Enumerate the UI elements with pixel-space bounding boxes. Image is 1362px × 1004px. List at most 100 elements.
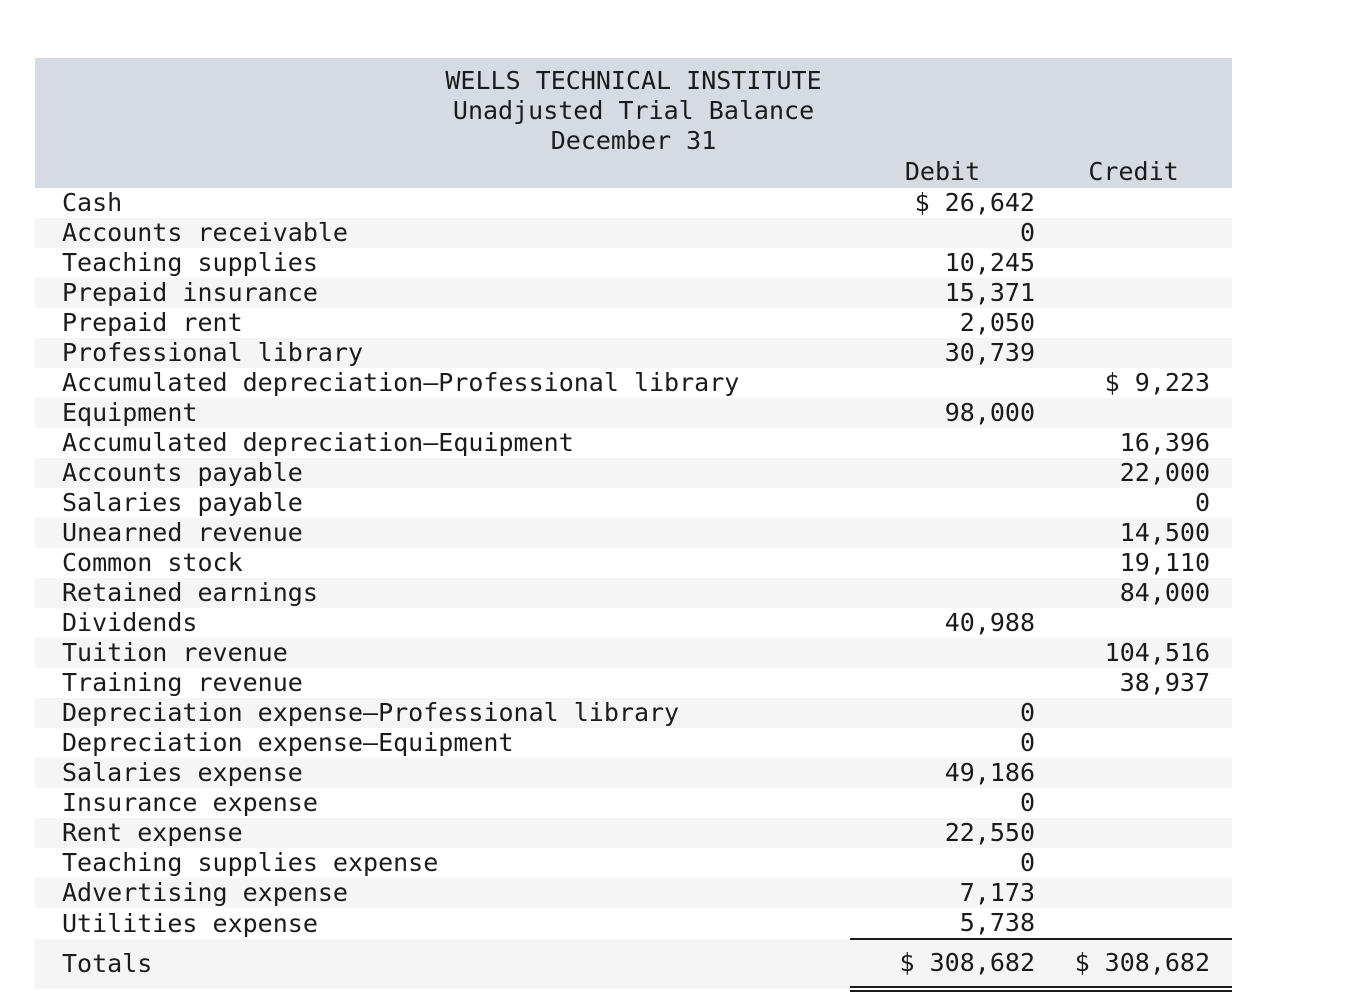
debit-amount <box>850 368 1035 398</box>
credit-amount <box>1035 848 1232 878</box>
account-name: Accounts receivable <box>62 218 348 247</box>
account-name: Utilities expense <box>62 908 318 938</box>
debit-amount: 7,173 <box>959 878 1035 907</box>
credit-amount <box>1035 398 1232 428</box>
table-row: Utilities expense 5,738 <box>35 908 1232 939</box>
table-row: Accumulated depreciation—Professional li… <box>35 368 1232 398</box>
account-name: Salaries expense <box>62 758 303 787</box>
credit-column-header: Credit <box>1035 156 1233 188</box>
debit-amount: 40,988 <box>944 608 1035 637</box>
account-name: Teaching supplies <box>62 248 318 277</box>
table-row: Equipment 98,000 <box>35 398 1233 428</box>
table-row: Tuition revenue 104,516 <box>35 638 1233 668</box>
totals-label: Totals <box>62 949 153 978</box>
debit-amount: 49,186 <box>944 758 1035 787</box>
debit-amount <box>850 668 1035 698</box>
table-row: Dividends 40,988 <box>35 608 1232 638</box>
table-row: Common stock 19,110 <box>35 548 1232 578</box>
debit-column-header: Debit <box>850 156 1035 188</box>
table-row: Teaching supplies 10,245 <box>35 248 1232 278</box>
trial-balance-table: WELLS TECHNICAL INSTITUTE Unadjusted Tri… <box>35 58 1233 992</box>
totals-row: Totals $ 308,682 $ 308,682 <box>35 938 1233 992</box>
table-row: Accounts payable 22,000 <box>35 458 1233 488</box>
credit-amount <box>1035 338 1232 368</box>
credit-amount <box>1035 278 1232 308</box>
credit-amount: 84,000 <box>1119 578 1211 607</box>
table-row: Teaching supplies expense 0 <box>35 848 1232 878</box>
credit-amount <box>1035 308 1232 338</box>
statement-title: Unadjusted Trial Balance <box>452 96 815 125</box>
account-name: Common stock <box>62 548 243 577</box>
table-row: Retained earnings 84,000 <box>35 578 1233 608</box>
debit-amount <box>850 638 1035 668</box>
credit-amount: 16,396 <box>1119 428 1211 457</box>
account-name: Depreciation expense—Professional librar… <box>62 698 680 727</box>
account-name: Prepaid insurance <box>62 278 318 307</box>
account-rows: Cash $ 26,642 Accounts receivable 0 Teac… <box>35 188 1233 939</box>
credit-amount <box>1035 878 1232 908</box>
credit-amount: 22,000 <box>1119 458 1211 487</box>
table-row: Rent expense 22,550 <box>35 818 1233 848</box>
debit-amount: 2,050 <box>959 308 1035 337</box>
account-name: Tuition revenue <box>62 638 288 667</box>
debit-amount <box>850 578 1035 608</box>
credit-amount <box>1035 818 1232 848</box>
debit-amount: 0 <box>1019 728 1035 757</box>
debit-amount <box>850 548 1035 578</box>
debit-amount: 98,000 <box>944 398 1035 427</box>
table-row: Professional library 30,739 <box>35 338 1233 368</box>
table-row: Prepaid rent 2,050 <box>35 308 1232 338</box>
table-footer: Totals $ 308,682 $ 308,682 <box>35 938 1233 992</box>
table-row: Cash $ 26,642 <box>35 188 1232 218</box>
debit-amount: 0 <box>1019 848 1035 877</box>
account-name: Retained earnings <box>62 578 318 607</box>
debit-amount: 0 <box>1019 788 1035 817</box>
table-row: Depreciation expense—Equipment 0 <box>35 728 1232 758</box>
table-row: Prepaid insurance 15,371 <box>35 278 1233 308</box>
account-name: Rent expense <box>62 818 243 847</box>
account-name: Accumulated depreciation—Professional li… <box>62 368 740 397</box>
account-name: Cash <box>62 188 123 217</box>
table-row: Accounts receivable 0 <box>35 218 1233 248</box>
title-block: WELLS TECHNICAL INSTITUTE Unadjusted Tri… <box>35 58 1233 156</box>
credit-amount <box>1035 248 1232 278</box>
debit-amount: 22,550 <box>944 818 1035 847</box>
account-name: Insurance expense <box>62 788 318 817</box>
table-header: WELLS TECHNICAL INSTITUTE Unadjusted Tri… <box>35 58 1233 188</box>
credit-amount <box>1035 788 1232 818</box>
account-name: Equipment <box>62 398 198 427</box>
credit-amount <box>1035 608 1232 638</box>
table-row: Salaries payable 0 <box>35 488 1232 518</box>
company-name: WELLS TECHNICAL INSTITUTE <box>445 66 822 95</box>
account-name: Accounts payable <box>62 458 303 487</box>
debit-amount <box>850 458 1035 488</box>
table-row: Salaries expense 49,186 <box>35 758 1233 788</box>
credit-amount: 14,500 <box>1119 518 1211 547</box>
debit-amount: 15,371 <box>944 278 1035 307</box>
credit-amount <box>1035 758 1232 788</box>
table-row: Training revenue 38,937 <box>35 668 1232 698</box>
credit-amount: 19,110 <box>1119 548 1211 577</box>
credit-amount: $ 9,223 <box>1104 368 1211 397</box>
debit-amount: 30,739 <box>944 338 1035 367</box>
account-name: Teaching supplies expense <box>62 848 439 877</box>
table-row: Accumulated depreciation—Equipment 16,39… <box>35 428 1232 458</box>
credit-amount <box>1035 218 1232 248</box>
table-row: Advertising expense 7,173 <box>35 878 1233 908</box>
credit-amount <box>1035 188 1232 218</box>
account-column-header <box>35 156 850 188</box>
totals-debit-amount: $ 308,682 <box>850 938 1035 992</box>
account-name: Prepaid rent <box>62 308 243 337</box>
debit-amount <box>850 488 1035 518</box>
table-row: Insurance expense 0 <box>35 788 1232 818</box>
totals-credit-amount: $ 308,682 <box>1035 938 1233 992</box>
credit-amount <box>1035 698 1232 728</box>
column-header-row: Debit Credit <box>35 156 1233 188</box>
account-name: Advertising expense <box>62 878 348 907</box>
table-row: Unearned revenue 14,500 <box>35 518 1233 548</box>
debit-amount: $ 26,642 <box>914 188 1035 217</box>
account-name: Training revenue <box>62 668 303 697</box>
account-name: Dividends <box>62 608 198 637</box>
debit-amount <box>850 518 1035 548</box>
credit-amount <box>1035 728 1232 758</box>
